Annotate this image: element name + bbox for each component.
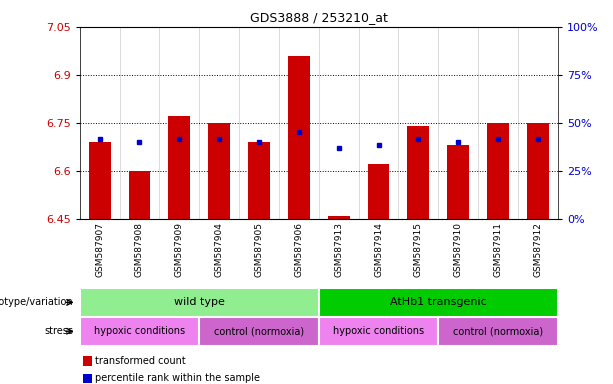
Text: stress: stress <box>45 326 74 336</box>
Text: control (normoxia): control (normoxia) <box>453 326 543 336</box>
Bar <box>89 142 110 219</box>
Bar <box>438 317 558 346</box>
Text: genotype/variation: genotype/variation <box>0 297 74 308</box>
Bar <box>80 317 199 346</box>
Bar <box>129 171 150 219</box>
Bar <box>408 126 429 219</box>
Text: hypoxic conditions: hypoxic conditions <box>94 326 185 336</box>
Bar <box>319 288 558 317</box>
Bar <box>169 116 190 219</box>
Text: percentile rank within the sample: percentile rank within the sample <box>95 373 260 383</box>
Bar <box>447 145 469 219</box>
Bar <box>80 288 319 317</box>
Text: wild type: wild type <box>174 297 224 308</box>
Bar <box>319 317 438 346</box>
Bar <box>288 56 310 219</box>
Bar <box>208 123 230 219</box>
Text: transformed count: transformed count <box>95 356 186 366</box>
Bar <box>487 123 509 219</box>
Text: AtHb1 transgenic: AtHb1 transgenic <box>390 297 487 308</box>
Text: hypoxic conditions: hypoxic conditions <box>333 326 424 336</box>
Bar <box>328 216 349 219</box>
Bar <box>248 142 270 219</box>
Title: GDS3888 / 253210_at: GDS3888 / 253210_at <box>250 11 387 24</box>
Text: control (normoxia): control (normoxia) <box>214 326 304 336</box>
Bar <box>199 317 319 346</box>
Bar <box>527 123 549 219</box>
Bar <box>368 164 389 219</box>
